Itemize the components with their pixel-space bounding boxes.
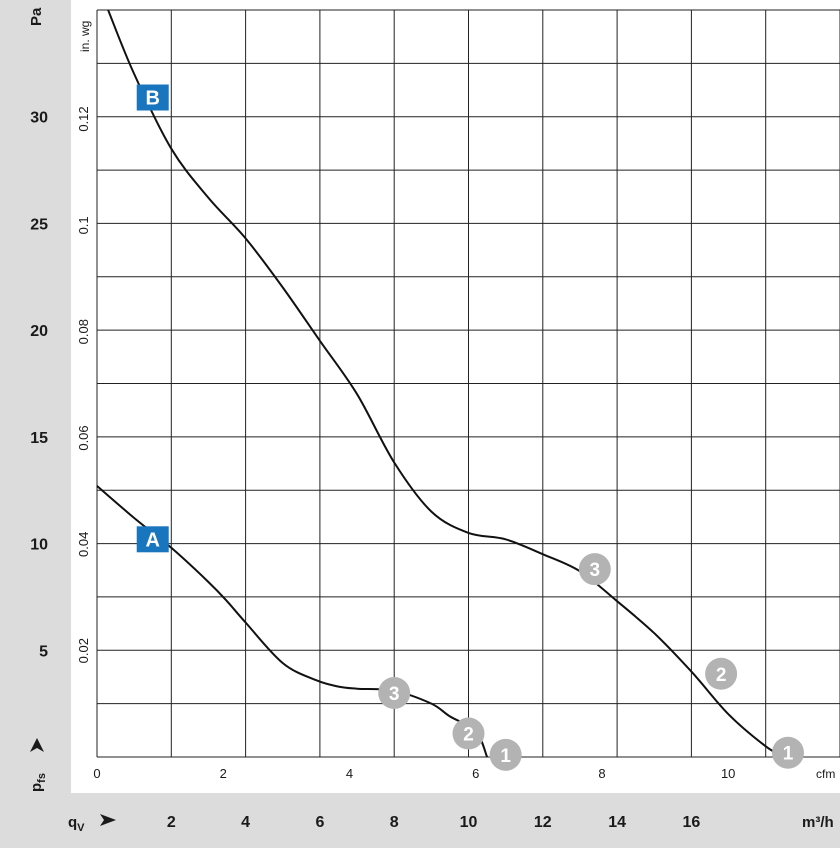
x-tick-cfm: 4 — [346, 766, 353, 781]
series-label-b: B — [145, 88, 159, 110]
x-tick-cfm: 6 — [472, 766, 479, 781]
y-tick-pa: 15 — [30, 430, 48, 447]
x-tick-m3h: 10 — [460, 814, 478, 831]
y-tick-pa: 30 — [30, 110, 48, 127]
y-axis-title: pfs — [28, 773, 48, 792]
y-tick-pa: 25 — [30, 216, 48, 233]
y-tick-inwg: 0.12 — [76, 106, 91, 131]
x-tick-m3h: 16 — [683, 814, 701, 831]
x-tick-m3h: 4 — [241, 814, 250, 831]
bottom-axis-panel — [0, 793, 840, 848]
series-label-box-b — [136, 84, 169, 111]
operating-point-marker — [578, 553, 611, 586]
operating-point-marker — [489, 738, 522, 771]
operating-point-label: 1 — [500, 746, 511, 767]
operating-point-label: 3 — [590, 560, 601, 581]
x-axis-arrow-icon — [100, 814, 116, 826]
y-unit-inwg: in. wg — [78, 21, 92, 52]
curve-b — [107, 9, 785, 758]
y-axis-arrow-icon — [30, 738, 44, 752]
y-axis-title-sub: fs — [36, 773, 48, 783]
operating-point-markers: 3 2 1 3 2 1 — [378, 553, 804, 771]
y-tick-pa: 5 — [39, 643, 48, 660]
svg-text:pfs: pfs — [28, 773, 48, 792]
operating-point-marker — [378, 676, 411, 709]
y-tick-inwg: 0.06 — [76, 425, 91, 450]
grid-lines — [96, 9, 840, 758]
operating-point-marker — [705, 657, 738, 690]
x-tick-m3h: 12 — [534, 814, 552, 831]
x-unit-m3h: m³/h — [802, 814, 834, 831]
series-label-box-a — [136, 526, 169, 553]
curve-a — [96, 485, 489, 758]
y-tick-inwg: 0.08 — [76, 319, 91, 344]
x-axis-title: qV — [68, 814, 85, 834]
x-tick-cfm: 8 — [598, 766, 605, 781]
operating-point-label: 2 — [463, 725, 474, 746]
series-labels: AB — [136, 84, 169, 553]
operating-point-marker — [771, 736, 804, 769]
operating-point-marker — [452, 717, 485, 750]
y-tick-inwg: 0.02 — [76, 638, 91, 663]
operating-point-label: 1 — [783, 744, 794, 765]
left-axis-panel — [0, 0, 71, 848]
y-tick-pa: 20 — [30, 323, 48, 340]
x-tick-cfm: 0 — [93, 766, 100, 781]
x-tick-m3h: 2 — [167, 814, 176, 831]
x-tick-m3h: 14 — [608, 814, 626, 831]
operating-point-label: 3 — [389, 684, 400, 705]
series-label-a: A — [145, 529, 159, 551]
y-tick-inwg: 0.04 — [76, 532, 91, 557]
curves — [96, 9, 785, 758]
x-axis-title-main: q — [68, 814, 77, 831]
x-axis-title-sub: V — [77, 822, 85, 834]
x-unit-cfm: cfm — [816, 767, 835, 781]
x-tick-cfm: 2 — [220, 766, 227, 781]
x-tick-m3h: 8 — [390, 814, 399, 831]
x-tick-cfm: 10 — [721, 766, 735, 781]
y-tick-inwg: 0.1 — [76, 216, 91, 234]
y-tick-pa: 10 — [30, 537, 48, 554]
x-tick-m3h: 6 — [315, 814, 324, 831]
y-axis-title-main: p — [28, 783, 45, 792]
operating-point-label: 2 — [716, 665, 727, 686]
y-unit-pa: Pa — [28, 7, 45, 26]
